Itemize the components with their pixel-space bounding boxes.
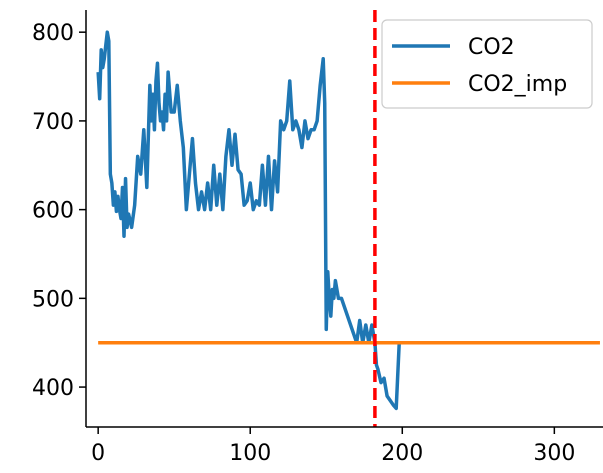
y-axis: 400 500 600 700 800 bbox=[32, 10, 86, 427]
x-tick-label: 0 bbox=[91, 441, 105, 466]
x-axis: 0 100 200 300 bbox=[86, 427, 603, 466]
x-tick-label: 300 bbox=[533, 441, 575, 466]
legend-label-co2-imp: CO2_imp bbox=[468, 72, 567, 97]
x-tick-label: 200 bbox=[381, 441, 423, 466]
y-tick-label: 700 bbox=[32, 110, 74, 135]
x-tick-label: 100 bbox=[229, 441, 271, 466]
y-tick-label: 500 bbox=[32, 287, 74, 312]
legend-label-co2: CO2 bbox=[468, 35, 515, 60]
y-tick-label: 600 bbox=[32, 199, 74, 224]
y-tick-label: 400 bbox=[32, 376, 74, 401]
legend: CO2 CO2_imp bbox=[382, 20, 592, 108]
y-tick-label: 800 bbox=[32, 21, 74, 46]
series-line-co2 bbox=[98, 32, 399, 408]
